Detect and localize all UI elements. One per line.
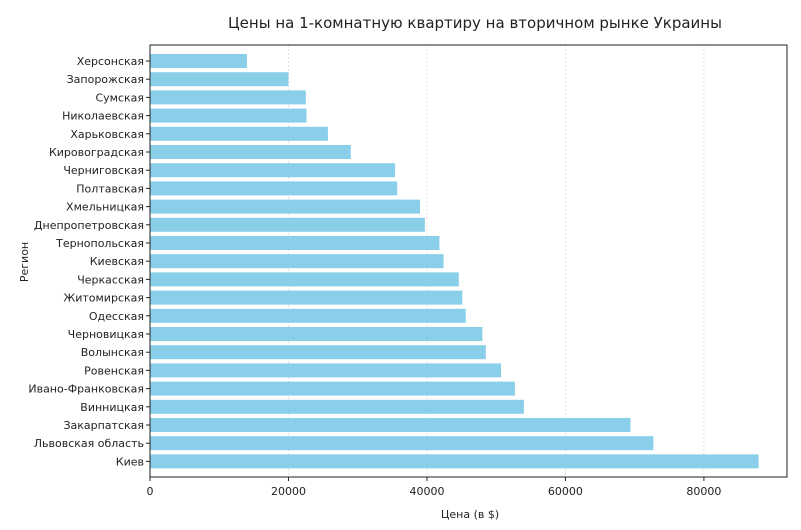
bar (150, 436, 654, 451)
bar (150, 381, 515, 396)
category-label: Сумская (95, 91, 144, 104)
category-label: Одесская (89, 310, 144, 323)
bar (150, 90, 306, 105)
category-label: Волынская (81, 346, 144, 359)
bar (150, 254, 444, 269)
bar (150, 236, 440, 250)
category-label: Черниговская (63, 164, 144, 177)
category-label: Ивано-Франковская (28, 383, 144, 396)
x-tick-labels: 0 20000 40000 60000 80000 (147, 477, 721, 498)
category-label: Тернопольская (55, 237, 144, 250)
category-label: Черкасская (77, 273, 144, 286)
category-label: Хмельницкая (66, 201, 144, 214)
bar (150, 454, 759, 469)
bar (150, 399, 524, 414)
category-label: Николаевская (62, 110, 144, 123)
category-label: Запорожская (67, 73, 144, 86)
category-label: Харьковская (70, 128, 144, 141)
x-tick-label: 60000 (548, 485, 583, 498)
bar (150, 54, 247, 68)
category-label: Львовская область (34, 437, 144, 450)
category-label: Киевская (90, 255, 144, 268)
x-tick-label: 80000 (686, 485, 721, 498)
category-label: Житомирская (63, 292, 144, 305)
category-label: Кировоградская (49, 146, 144, 159)
x-tick-label: 0 (147, 485, 154, 498)
category-label: Киев (116, 455, 144, 468)
bar (150, 72, 289, 87)
category-label: Херсонская (77, 55, 144, 68)
x-tick-label: 20000 (271, 485, 306, 498)
category-label: Ровенская (84, 364, 144, 377)
x-axis-label: Цена (в $) (441, 508, 499, 521)
category-label: Винницкая (80, 401, 144, 414)
bar (150, 163, 396, 178)
category-label: Черновицкая (68, 328, 144, 341)
bar (150, 217, 425, 232)
category-label: Днепропетровская (34, 219, 144, 232)
bar (150, 126, 328, 141)
bar (150, 345, 486, 360)
bar (150, 418, 631, 432)
bar (150, 327, 483, 341)
chart-title: Цены на 1-комнатную квартиру на вторично… (228, 14, 722, 32)
x-tick-label: 40000 (409, 485, 444, 498)
bar (150, 181, 398, 196)
category-label: Закарпатская (63, 419, 144, 432)
plot-frame (149, 44, 788, 478)
category-labels: Херсонская Запорожская Сумская Николаевская… (28, 55, 150, 468)
bar (150, 145, 351, 159)
category-label: Полтавская (76, 182, 144, 195)
bar (150, 272, 459, 287)
bar (150, 290, 463, 305)
bar (150, 363, 502, 378)
bars (150, 54, 759, 469)
bar (150, 108, 307, 123)
bar (150, 199, 421, 214)
bar (150, 308, 466, 323)
y-axis-label: Регион (18, 242, 31, 282)
